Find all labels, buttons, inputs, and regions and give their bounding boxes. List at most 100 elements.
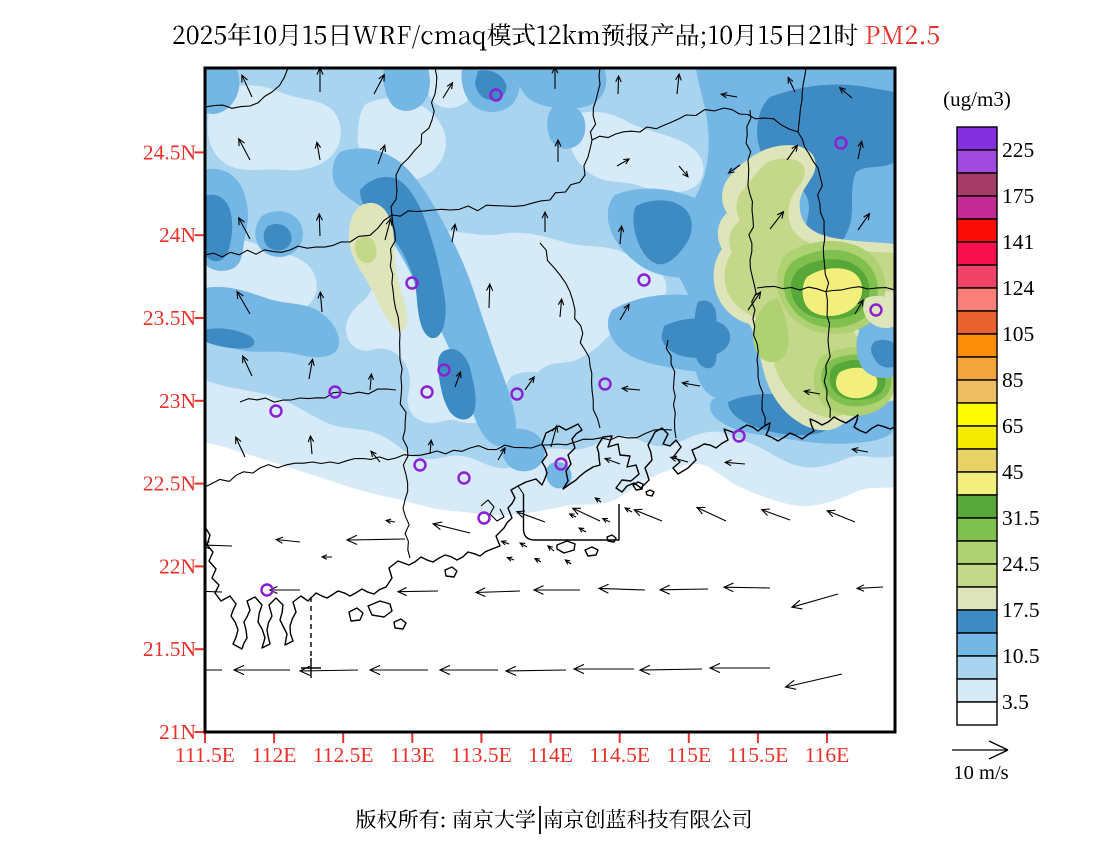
wind-arrow [784,673,843,690]
wind-arrow [857,140,864,160]
island [444,566,458,578]
wind-arrow [235,435,246,458]
wind-arrow [551,68,559,89]
wind-arrow [787,76,796,93]
chart-footer [356,806,751,834]
colorbar-value: 85 [1002,368,1024,392]
colorbar-cell [956,563,998,588]
border-mid-west [239,388,397,403]
wind-arrow [274,536,301,544]
x-tick-label: 115E [667,743,712,767]
colorbar-cells [956,126,998,726]
wind-arrow [597,583,646,594]
wind-arrow [594,497,602,503]
wind-arrow [315,212,323,237]
station-marker [437,363,451,377]
wind-arrow [268,586,300,594]
wind-arrow [316,68,324,92]
island [367,600,393,618]
wind-arrow [431,521,471,534]
wind-arrow [550,424,559,448]
wind-arrow [370,450,381,463]
cross-marker [301,658,321,678]
station-marker [869,303,883,317]
wind-arrow [533,557,542,563]
wind-arrow [427,438,434,455]
wind-arrow [454,370,462,388]
wind-arrow [500,540,510,546]
wind-arrow [769,210,785,230]
border-ne-top1 [589,68,601,141]
wind-arrow [601,518,611,523]
station-marker [554,457,568,471]
wind-arrow [619,303,630,321]
hk-connector [517,485,524,495]
colorbar-cell [956,655,998,680]
wind-arrow [854,298,864,315]
province-borders [205,68,895,559]
y-tick-label: 24.5N [143,140,197,164]
colorbar-value: 3.5 [1002,690,1029,714]
station-marker [328,385,342,399]
colorbar-cell [956,425,998,450]
wind-arrow [438,664,498,676]
wind-arrow [616,158,631,167]
wind-arrow [577,527,587,533]
station-marker [457,471,471,485]
border-ne-chain [591,107,830,293]
station-marker [269,404,283,418]
wind-arrow [450,223,458,243]
wind-arrow [238,216,251,240]
wind-arrow [638,664,703,676]
wind-arrow [486,282,494,309]
border-nanling-w [205,214,393,258]
steel-right-gap2 [871,339,895,368]
colorbar-cell [956,540,998,565]
wind-arrow [314,141,322,161]
station-marker [598,377,612,391]
coast-zhuhai [480,499,505,522]
colorbar-value: 45 [1002,460,1024,484]
sage-nw-blob [348,202,408,331]
colorbar-value: 31.5 [1002,506,1040,530]
colorbar-value: 175 [1002,184,1034,208]
wind-arrow [633,508,663,522]
wind-arrow [367,372,375,391]
wind-arrow [384,217,393,241]
wind-arrow [564,559,572,565]
wind-arrow [524,375,535,391]
steel-ne-tri [633,200,692,265]
med-top-a [383,68,430,111]
map-area [205,68,895,732]
colorbar-cell [956,149,998,174]
colorbar-cell [956,195,998,220]
colorbar-value: 124 [1002,276,1035,300]
wind-arrow [368,664,428,676]
colorbar-value: 141 [1002,230,1034,254]
station-marker [510,387,524,401]
wind-arrow [320,554,332,560]
pale-patch-ne [567,111,704,193]
wind-arrow [317,290,325,313]
light-patch-prdn [505,371,560,422]
colorbar-cell [956,356,998,381]
x-tick-label: 114E [528,743,573,767]
wind-arrow [708,662,770,674]
steel-ne-band [757,84,895,253]
x-tick-label: 113E [390,743,435,767]
wind-arrow [396,587,439,597]
wind-arrow [747,290,762,311]
wind-arrow [532,585,580,595]
colorbar: (ug/m3) 225 175 141 124 105 85 65 45 31.5 24.5 17.… [943,87,1040,726]
y-tick-label: 21.5N [143,637,197,661]
colorbar-cell [956,632,998,657]
wind-arrow [695,506,727,522]
island [584,546,599,557]
wind-arrow [442,81,454,99]
wind-arrow [722,582,771,593]
wind-arrow [541,210,549,232]
colorbar-value: 24.5 [1002,552,1040,576]
wind-arrow [669,455,689,463]
sage-pocket [863,295,895,328]
station-marker [260,583,274,597]
